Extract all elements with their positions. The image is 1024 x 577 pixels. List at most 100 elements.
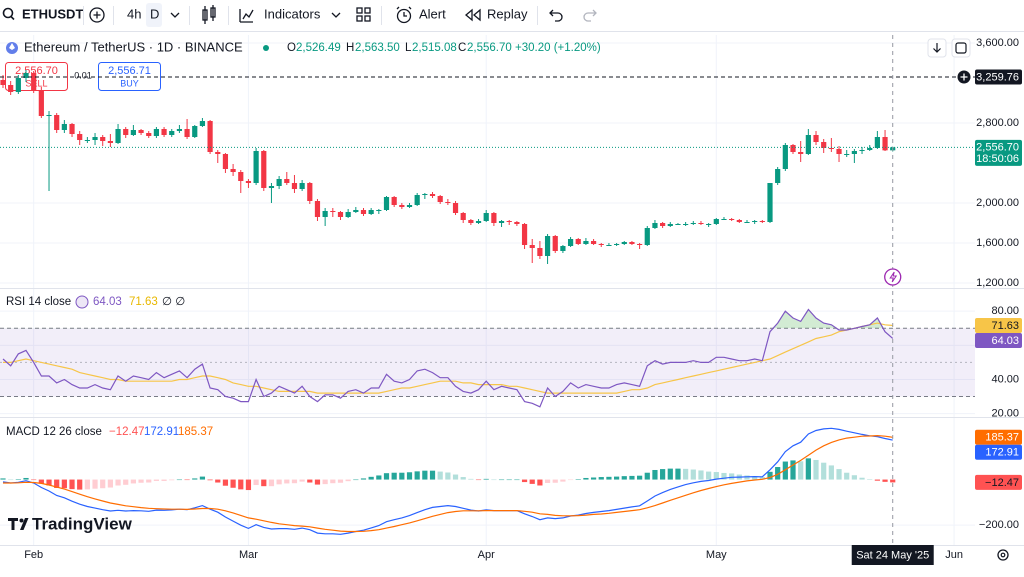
macd-histogram-bar bbox=[452, 474, 459, 480]
y-tick-label: 3,600.00 bbox=[976, 37, 1019, 49]
macd-histogram-bar bbox=[575, 479, 581, 480]
candle-body bbox=[629, 242, 635, 244]
candle-body bbox=[360, 210, 367, 214]
candle-body bbox=[399, 205, 405, 207]
macd-histogram-bar bbox=[790, 460, 796, 480]
layouts-button[interactable] bbox=[356, 7, 371, 22]
candle-body bbox=[882, 137, 888, 151]
macd-histogram-bar bbox=[345, 479, 351, 482]
rsi-axis-label: 64.03 bbox=[991, 335, 1019, 347]
macd-histogram-bar bbox=[521, 479, 528, 483]
macd-histogram-bar bbox=[337, 479, 344, 483]
undo-button[interactable] bbox=[549, 9, 563, 22]
compare-button[interactable] bbox=[89, 7, 105, 23]
symbol-title: Ethereum / TetherUS · 1D · BINANCE bbox=[24, 39, 243, 54]
macd-histogram-bar bbox=[161, 479, 167, 481]
candle-body bbox=[775, 169, 781, 183]
macd-histogram-bar bbox=[552, 479, 558, 483]
crosshair-label-bg bbox=[851, 545, 934, 565]
macd-histogram-bar bbox=[537, 479, 543, 486]
macd-histogram-bar bbox=[422, 470, 428, 480]
macd-histogram-bar bbox=[460, 477, 466, 480]
candle-body bbox=[851, 151, 857, 154]
buy-button[interactable]: 2,556.71 BUY bbox=[98, 62, 161, 91]
candle-body bbox=[744, 222, 750, 223]
macd-histogram-bar bbox=[146, 479, 152, 483]
macd-histogram-bar bbox=[46, 479, 52, 486]
candle-body bbox=[253, 151, 259, 183]
macd-histogram-bar bbox=[629, 475, 635, 480]
scroll-down-button[interactable] bbox=[927, 38, 947, 58]
macd-histogram-bar bbox=[729, 473, 735, 480]
candle-body bbox=[560, 246, 566, 251]
alert-button[interactable]: Alert bbox=[396, 6, 446, 24]
ohlc-key: H bbox=[346, 42, 354, 54]
macd-histogram-bar bbox=[805, 458, 811, 480]
candle-body bbox=[207, 121, 213, 152]
candle-body bbox=[299, 183, 305, 189]
marks-layer bbox=[0, 70, 896, 535]
candle-body bbox=[161, 129, 167, 135]
candle-body bbox=[859, 150, 865, 151]
buy-price: 2,556.71 bbox=[108, 65, 151, 77]
macd-histogram-bar bbox=[69, 479, 75, 490]
macd-histogram-bar bbox=[383, 473, 390, 480]
macd-histogram-bar bbox=[192, 478, 198, 480]
macd-axis-label: 172.91 bbox=[985, 447, 1019, 459]
candle-body bbox=[8, 85, 14, 92]
macd-hist-legend-value: −12.47 bbox=[109, 426, 145, 438]
rsi-settings-icon[interactable] bbox=[75, 295, 89, 309]
macd-histogram-bar bbox=[828, 465, 834, 480]
macd-histogram-bar bbox=[491, 479, 497, 481]
candle-body bbox=[844, 154, 850, 155]
ohlc-value: 2,515.08 bbox=[412, 42, 457, 54]
sell-button[interactable]: 2,556.70 SELL bbox=[5, 62, 68, 91]
candle-body bbox=[146, 133, 152, 136]
candle-body bbox=[537, 248, 543, 256]
fullscreen-button[interactable] bbox=[951, 38, 971, 58]
macd-histogram-bar bbox=[752, 476, 758, 480]
candle-body bbox=[353, 210, 359, 212]
candle-body bbox=[422, 194, 428, 195]
x-tick-label: Mar bbox=[239, 549, 258, 561]
candle-body bbox=[590, 241, 597, 244]
y-tick-label: 1,600.00 bbox=[976, 237, 1019, 249]
candle-body bbox=[38, 91, 44, 116]
interval-button[interactable]: D bbox=[150, 6, 159, 21]
candle-body bbox=[767, 183, 773, 222]
candle-body bbox=[805, 135, 811, 154]
replay-button[interactable]: Replay bbox=[464, 6, 528, 21]
macd-histogram-bar bbox=[176, 479, 183, 481]
signal-legend-value: 185.37 bbox=[178, 426, 213, 438]
interval-button[interactable]: 4h bbox=[127, 6, 141, 21]
chart-type-button[interactable] bbox=[202, 5, 216, 24]
settings-button[interactable] bbox=[997, 549, 1009, 561]
candle-body bbox=[261, 151, 267, 188]
x-tick-label: Apr bbox=[478, 549, 495, 561]
macd-histogram-bar bbox=[583, 477, 589, 480]
candle-body bbox=[414, 195, 420, 205]
macd-histogram-bar bbox=[184, 479, 190, 481]
macd-histogram-bar bbox=[560, 479, 566, 482]
interval-menu[interactable] bbox=[170, 12, 180, 18]
symbol-search[interactable]: ETHUSDT bbox=[2, 6, 84, 21]
macd-histogram-bar bbox=[222, 479, 229, 486]
macd-histogram-bar bbox=[23, 477, 29, 480]
candle-body bbox=[291, 183, 298, 189]
crosshair-label: Sat 24 May '25 bbox=[856, 549, 929, 561]
brand-logo: TradingView bbox=[8, 514, 133, 533]
indicators-button[interactable]: Indicators bbox=[239, 6, 321, 23]
macd-histogram-bar bbox=[721, 472, 727, 480]
indicators-menu[interactable] bbox=[331, 12, 341, 18]
macd-histogram-bar bbox=[782, 461, 788, 480]
macd-histogram-bar bbox=[399, 472, 405, 480]
macd-histogram-bar bbox=[245, 479, 252, 491]
redo-button[interactable] bbox=[583, 9, 597, 22]
price-label-bg bbox=[975, 69, 1022, 85]
interval-active-bg bbox=[146, 3, 162, 27]
rsi-ma-legend-value: 71.63 bbox=[129, 296, 158, 308]
candle-body bbox=[598, 244, 604, 245]
candle-body bbox=[614, 244, 620, 245]
y-tick-label: 1,200.00 bbox=[976, 277, 1019, 289]
macd-histogram-bar bbox=[813, 459, 819, 480]
